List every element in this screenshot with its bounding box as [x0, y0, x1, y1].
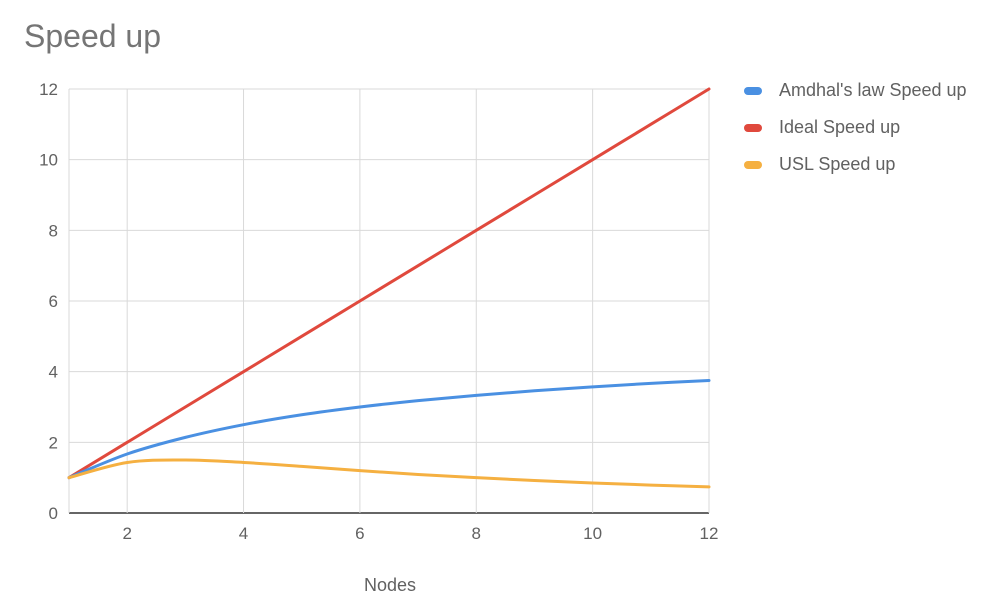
legend: Amdhal's law Speed up Ideal Speed up USL…: [744, 72, 967, 183]
y-tick-label: 12: [39, 80, 58, 99]
legend-item[interactable]: USL Speed up: [744, 146, 967, 183]
legend-item[interactable]: Amdhal's law Speed up: [744, 72, 967, 109]
y-tick-label: 4: [49, 363, 58, 382]
series-line-usl: [67, 458, 711, 489]
series-lines: [67, 87, 711, 489]
x-tick-labels: 2 4 6 8 10 12: [122, 524, 718, 543]
y-tick-label: 6: [49, 292, 58, 311]
y-tick-labels: 0 2 4 6 8 10 12: [39, 80, 58, 523]
grid: [68, 88, 710, 514]
legend-label: Ideal Speed up: [779, 117, 901, 137]
legend-label: USL Speed up: [779, 154, 896, 174]
y-tick-label: 2: [49, 433, 58, 452]
y-tick-label: 8: [49, 221, 58, 240]
legend-item[interactable]: Ideal Speed up: [744, 109, 967, 146]
y-tick-label: 10: [39, 151, 58, 170]
x-tick-label: 8: [472, 524, 481, 543]
x-axis-label: Nodes: [364, 575, 416, 595]
x-tick-label: 10: [583, 524, 602, 543]
legend-swatch: [744, 123, 762, 132]
series-line-amdahl: [67, 379, 711, 480]
legend-label: Amdhal's law Speed up: [779, 80, 967, 100]
x-tick-label: 2: [122, 524, 131, 543]
x-tick-label: 4: [239, 524, 248, 543]
legend-swatch: [744, 86, 762, 95]
chart-title: Speed up: [24, 18, 162, 54]
series-line-ideal: [67, 87, 711, 480]
y-tick-label: 0: [49, 504, 58, 523]
x-tick-label: 12: [700, 524, 719, 543]
x-tick-label: 6: [355, 524, 364, 543]
legend-swatch: [744, 160, 762, 169]
